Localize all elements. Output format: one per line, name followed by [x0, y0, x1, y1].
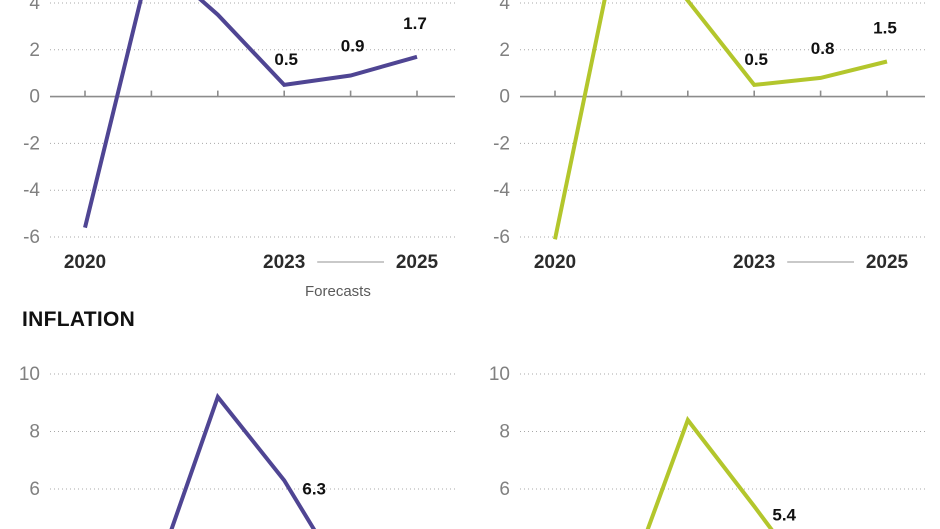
data-point-value-label: 0.8	[811, 39, 835, 58]
y-axis-tick-label: 6	[499, 479, 510, 500]
y-axis-tick-label: 10	[19, 364, 40, 385]
y-axis-tick-label: -6	[493, 227, 510, 248]
x-axis-year-label: 2020	[534, 252, 576, 273]
data-point-value-label: 1.7	[403, 14, 427, 33]
data-series-line	[83, 0, 418, 229]
data-point-value-label: 0.9	[341, 37, 365, 56]
y-axis-tick-label: 8	[499, 422, 510, 443]
inflation-right-chart: 10 8 6 5.4	[489, 364, 925, 529]
y-axis-tick-label: 0	[29, 87, 40, 108]
data-point-value-label: 0.5	[744, 50, 768, 69]
y-axis-tick-label: -4	[23, 180, 40, 201]
y-axis-tick-label: 6	[29, 479, 40, 500]
chart-panel-gdp-left: 4 2 0 -2 -4 -6 0.5 0.9 1.7 2020 2023 2025	[0, 0, 470, 280]
y-axis-tick-label: 8	[29, 422, 40, 443]
y-axis-tick-label: -2	[23, 133, 40, 154]
y-axis-tick-label: 2	[499, 40, 510, 61]
chart-panel-gdp-right: 4 2 0 -2 -4 -6 0.5 0.8 1.5 2020 2023 2025	[470, 0, 940, 280]
x-axis-year-label: 2025	[866, 252, 909, 273]
data-point-value-label: 1.5	[873, 19, 897, 38]
y-axis-tick-label: 2	[29, 40, 40, 61]
forecasts-note: Forecasts	[305, 283, 371, 300]
x-axis-year-label: 2020	[64, 252, 106, 273]
x-axis-year-label: 2023	[733, 252, 775, 273]
gdp-left-chart: 4 2 0 -2 -4 -6 0.5 0.9 1.7 2020 2023 2025	[23, 0, 455, 273]
y-axis-tick-label: -2	[493, 133, 510, 154]
data-point-value-label: 0.5	[274, 50, 298, 69]
data-point-value-label: 5.4	[772, 505, 796, 524]
y-axis-tick-label: 0	[499, 87, 510, 108]
chart-panel-inflation-left: 10 8 6 6.3	[0, 348, 470, 529]
y-axis-tick-label: 10	[489, 364, 510, 385]
chart-panel-inflation-right: 10 8 6 5.4	[470, 348, 940, 529]
data-series-line	[169, 392, 317, 529]
x-axis-year-label: 2023	[263, 252, 305, 273]
gdp-right-chart: 4 2 0 -2 -4 -6 0.5 0.8 1.5 2020 2023 2025	[493, 0, 925, 273]
data-series-line	[645, 415, 774, 529]
inflation-left-chart: 10 8 6 6.3	[19, 364, 455, 529]
y-axis-tick-label: 4	[29, 0, 40, 14]
data-point-value-label: 6.3	[302, 479, 326, 498]
section-title-inflation: INFLATION	[22, 308, 136, 331]
y-axis-tick-label: -6	[23, 227, 40, 248]
forecasts-note-wrap: Forecasts	[0, 283, 470, 305]
y-axis-tick-label: -4	[493, 180, 510, 201]
data-series-line	[553, 0, 888, 240]
y-axis-tick-label: 4	[499, 0, 510, 14]
x-axis-year-label: 2025	[396, 252, 439, 273]
